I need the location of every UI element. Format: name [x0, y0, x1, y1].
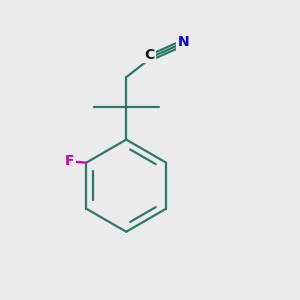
Text: F: F	[65, 154, 75, 168]
Text: C: C	[144, 48, 154, 62]
Text: N: N	[178, 34, 189, 49]
